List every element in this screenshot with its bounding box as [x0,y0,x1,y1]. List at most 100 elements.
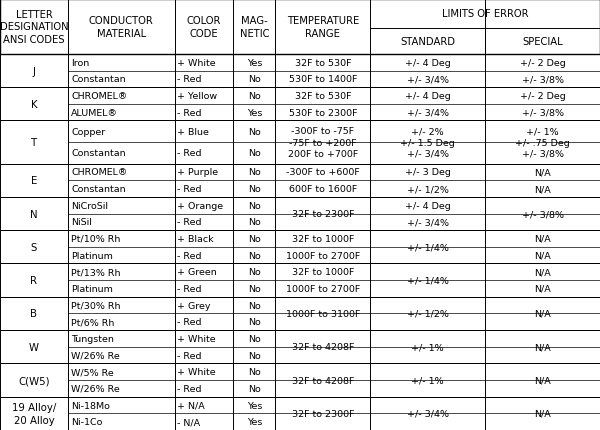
Text: N: N [30,209,38,219]
Text: 530F to 2300F: 530F to 2300F [289,108,357,117]
Text: 530F to 1400F: 530F to 1400F [289,75,357,84]
Bar [0,164,600,197]
Text: No: No [248,334,261,343]
Text: -300F to +600F: -300F to +600F [286,168,359,177]
Text: Yes: Yes [247,58,262,68]
Text: +/- 3/4%: +/- 3/4% [407,108,449,117]
Text: + White: + White [177,58,215,68]
Text: TEMPERATURE
RANGE: TEMPERATURE RANGE [287,16,359,39]
Text: + Yellow: + Yellow [177,92,217,101]
Text: +/- 1/4%: +/- 1/4% [407,243,449,252]
Text: 32F to 530F: 32F to 530F [295,58,351,68]
Bar [0,0,600,55]
Text: No: No [248,384,261,393]
Text: - Red: - Red [177,218,202,227]
Text: W/26% Re: W/26% Re [71,351,120,360]
Text: N/A: N/A [535,376,551,385]
Text: 32F to 530F: 32F to 530F [295,92,351,101]
Text: No: No [248,127,261,136]
Text: E: E [31,176,37,186]
Text: 32F to 4208F: 32F to 4208F [292,342,354,351]
Text: N/A: N/A [535,168,551,177]
Text: 1000F to 2700F: 1000F to 2700F [286,284,360,293]
Bar [0,264,600,297]
Text: W: W [29,342,39,352]
Text: B: B [31,309,37,319]
Text: Constantan: Constantan [71,149,126,158]
Text: N/A: N/A [535,251,551,260]
Text: 32F to 1000F: 32F to 1000F [292,234,354,243]
Text: +/- 3/8%: +/- 3/8% [521,75,564,84]
Text: Pt/6% Rh: Pt/6% Rh [71,317,115,326]
Text: +/- 1%
+/- .75 Deg
+/- 3/8%: +/- 1% +/- .75 Deg +/- 3/8% [515,127,570,158]
Text: 1000F to 2700F: 1000F to 2700F [286,251,360,260]
Text: J: J [32,66,35,77]
Text: +/- 2 Deg: +/- 2 Deg [520,92,566,101]
Text: Pt/30% Rh: Pt/30% Rh [71,301,121,310]
Text: - Red: - Red [177,284,202,293]
Text: N/A: N/A [535,184,551,194]
Bar [0,330,600,363]
Text: +/- 1%: +/- 1% [412,342,444,351]
Text: CONDUCTOR
MATERIAL: CONDUCTOR MATERIAL [89,16,154,39]
Text: No: No [248,218,261,227]
Text: + Green: + Green [177,268,217,276]
Text: 32F to 2300F: 32F to 2300F [292,409,354,418]
Text: R: R [31,276,37,286]
Text: CHROMEL®: CHROMEL® [71,92,128,101]
Text: No: No [248,201,261,210]
Text: +/- 1/4%: +/- 1/4% [407,276,449,285]
Text: N/A: N/A [535,234,551,243]
Bar [0,121,600,164]
Bar [0,230,600,264]
Text: N/A: N/A [535,409,551,418]
Text: + Orange: + Orange [177,201,223,210]
Text: No: No [248,75,261,84]
Text: W/5% Re: W/5% Re [71,367,114,376]
Text: Pt/10% Rh: Pt/10% Rh [71,234,121,243]
Text: Copper: Copper [71,127,106,136]
Text: T: T [31,138,37,147]
Text: - Red: - Red [177,75,202,84]
Text: Pt/13% Rh: Pt/13% Rh [71,268,121,276]
Text: 32F to 2300F: 32F to 2300F [292,209,354,218]
Text: No: No [248,268,261,276]
Text: +/- 3 Deg: +/- 3 Deg [405,168,451,177]
Text: Ni-18Mo: Ni-18Mo [71,401,110,409]
Text: Constantan: Constantan [71,184,126,194]
Text: + White: + White [177,334,215,343]
Text: No: No [248,184,261,194]
Text: No: No [248,317,261,326]
Text: N/A: N/A [535,309,551,318]
Bar [0,363,600,397]
Bar [0,297,600,330]
Text: LIMITS OF ERROR: LIMITS OF ERROR [442,9,529,19]
Text: 1000F to 3100F: 1000F to 3100F [286,309,360,318]
Text: 32F to 1000F: 32F to 1000F [292,268,354,276]
Text: No: No [248,149,261,158]
Text: MAG-
NETIC: MAG- NETIC [239,16,269,39]
Text: 600F to 1600F: 600F to 1600F [289,184,357,194]
Text: - Red: - Red [177,384,202,393]
Text: - Red: - Red [177,184,202,194]
Text: N/A: N/A [535,284,551,293]
Text: No: No [248,301,261,310]
Text: No: No [248,284,261,293]
Text: 32F to 4208F: 32F to 4208F [292,376,354,385]
Text: NiSil: NiSil [71,218,92,227]
Text: - Red: - Red [177,251,202,260]
Text: ALUMEL®: ALUMEL® [71,108,118,117]
Text: Platinum: Platinum [71,284,113,293]
Text: +/- 3/4%: +/- 3/4% [407,218,449,227]
Text: +/- 4 Deg: +/- 4 Deg [405,92,451,101]
Text: +/- 4 Deg: +/- 4 Deg [405,201,451,210]
Text: +/- 2 Deg: +/- 2 Deg [520,58,566,68]
Text: +/- 3/8%: +/- 3/8% [521,108,564,117]
Text: + N/A: + N/A [177,401,205,409]
Text: STANDARD: STANDARD [400,37,455,46]
Bar [0,397,600,430]
Text: No: No [248,351,261,360]
Text: W/26% Re: W/26% Re [71,384,120,393]
Text: +/- 1%: +/- 1% [412,376,444,385]
Text: K: K [31,100,37,110]
